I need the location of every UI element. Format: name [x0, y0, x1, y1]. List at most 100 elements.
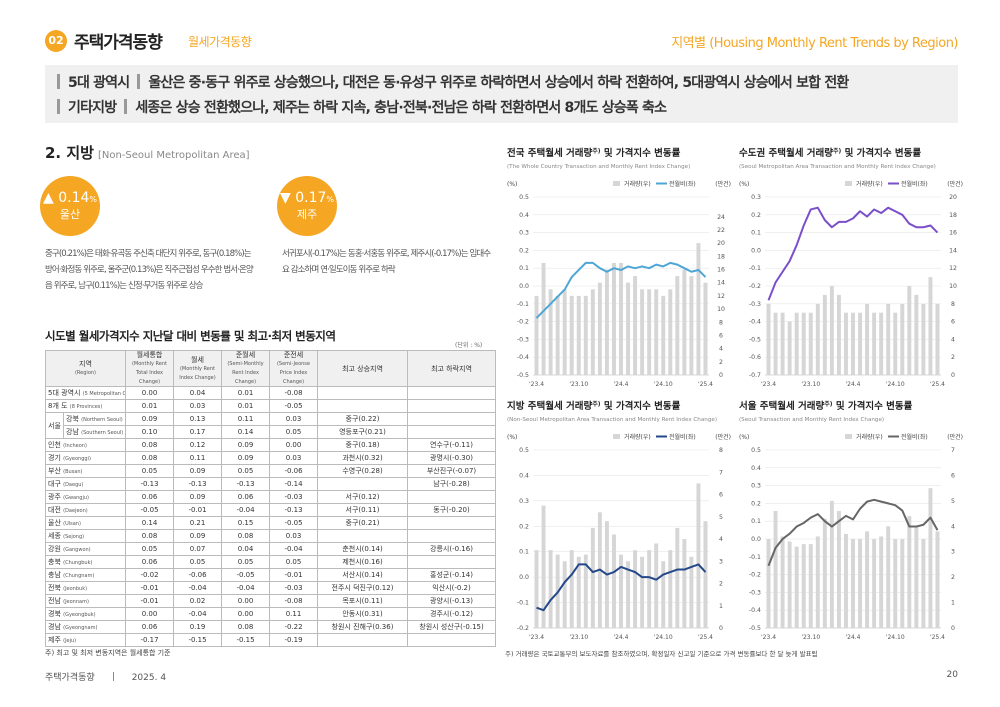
cell: 0.08	[125, 451, 174, 465]
cell: 0.09	[221, 438, 270, 452]
x-tick-label: '23.10	[801, 381, 820, 388]
divider	[112, 672, 114, 681]
bar	[583, 554, 588, 628]
divider	[57, 74, 60, 89]
cell: -0.14	[269, 477, 318, 491]
region-en: (Daegu)	[63, 482, 84, 488]
y-axis-label: (%)	[739, 181, 749, 188]
bar	[668, 289, 673, 375]
cell: 0.03	[269, 451, 318, 465]
cell: 0.00	[269, 438, 318, 452]
y2-tick-label: 8	[951, 301, 955, 308]
cell	[407, 529, 496, 543]
bar	[569, 550, 574, 628]
bar	[689, 276, 694, 375]
bar	[815, 303, 820, 375]
y-tick-label: 0.1	[751, 518, 761, 525]
table-title: 시도별 월세가격지수 지난달 대비 변동률 및 최고·최저 변동지역	[45, 329, 336, 343]
chart-title: 수도권 주택월세 거래량주) 및 가격지수 변동률	[739, 147, 921, 159]
cell: -0.04	[173, 581, 222, 595]
table-row: 부산 (Busan) 0.05 0.09 0.05 -0.06 수영구(0.28) 부산진구…	[45, 464, 496, 478]
y-axis-label: (%)	[739, 434, 749, 441]
bar	[562, 289, 567, 375]
highlight-value: ▼ 0.17%	[277, 190, 337, 206]
cell: -0.05	[221, 568, 270, 582]
bar	[843, 312, 848, 375]
bar	[696, 243, 701, 375]
footer-date: 2025. 4	[131, 673, 167, 683]
cell: 익산시(-0.2)	[407, 581, 496, 595]
bar	[843, 533, 848, 628]
cell: 동구(-0.20)	[407, 503, 496, 517]
bar	[626, 282, 631, 375]
table-row: 강남 (Southern Seoul) 0.10 0.17 0.14 0.05 영등포구(…	[46, 425, 496, 439]
bar	[893, 539, 898, 628]
bar	[548, 289, 553, 375]
region-en: (Gyeonggi)	[63, 456, 91, 462]
bar	[569, 295, 574, 375]
y-tick-label: -0.3	[517, 336, 529, 343]
bar	[836, 511, 841, 628]
cell: 홍성군(-0.14)	[407, 568, 496, 582]
title-note: 주)	[592, 400, 601, 408]
y2-tick-label: 6	[951, 472, 955, 479]
bar	[801, 312, 806, 375]
legend-label: 전월비(좌)	[669, 180, 696, 188]
cell: 0.04	[173, 386, 222, 400]
table-row: 전남 (Jeonnam) -0.01 0.02 0.00 -0.08 목포시(0.11) 광…	[45, 594, 496, 608]
column-header: 최고 상승지역	[317, 350, 408, 387]
bar	[675, 527, 680, 628]
cell: 영등포구(0.21)	[317, 425, 408, 439]
y2-tick-label: 20	[949, 194, 957, 201]
legend-label: 전월비(좌)	[901, 180, 928, 188]
y2-tick-label: 16	[717, 267, 725, 274]
cell: 0.05	[125, 464, 174, 478]
cell: 목포시(0.11)	[317, 594, 408, 608]
region-en: (Sejong)	[63, 534, 85, 540]
y2-tick-label: 2	[719, 359, 723, 366]
bar	[921, 539, 926, 628]
cell: 0.08	[125, 438, 174, 452]
cell: 0.14	[125, 516, 174, 530]
region: 충남	[48, 571, 61, 579]
y-tick-label: 0.3	[751, 483, 761, 490]
y2-tick-label: 2	[951, 574, 955, 581]
cell: -0.04	[269, 542, 318, 556]
region-cell: 세종 (Sejong)	[45, 529, 126, 543]
y2-tick-label: 0	[951, 625, 955, 632]
title-suffix: 및 가격지수 변동률	[601, 147, 681, 159]
bar	[541, 505, 546, 628]
region-cell: 5대 광역시 (5 Metropolitan Cities)	[45, 386, 126, 400]
header-en: (Monthly Rent Index Change)	[179, 365, 216, 381]
cell: -0.04	[221, 581, 270, 595]
bar	[534, 295, 539, 375]
page-subtitle: 월세가격동향	[188, 35, 252, 49]
arrow: ▼	[279, 190, 291, 206]
y2-tick-label: 1	[719, 603, 723, 610]
region: 강원	[48, 545, 61, 553]
page-number: 20	[946, 670, 958, 680]
rent-table: 지역 (Region) 월세통합 (Monthly Rent Total Index …	[45, 350, 496, 647]
region-cell: 광주 (Gwangju)	[45, 490, 126, 504]
x-tick-label: '24.10	[886, 381, 905, 388]
region-en: (8 Provinces)	[69, 404, 103, 410]
cell	[317, 386, 408, 400]
bar	[640, 289, 645, 375]
region: 대전	[48, 506, 61, 514]
cell: 창원시 진해구(0.36)	[317, 620, 408, 634]
region: 강남	[66, 428, 79, 436]
column-header: 월세통합 (Monthly Rent Total Index Change)	[125, 350, 174, 387]
cell: -0.03	[269, 490, 318, 504]
bar	[907, 286, 912, 375]
bar	[576, 556, 581, 628]
bar	[858, 312, 863, 375]
table-row: 광주 (Gwangju) 0.06 0.09 0.06 -0.03 서구(0.12)	[45, 490, 496, 504]
cell: 0.05	[173, 555, 222, 569]
bar	[689, 556, 694, 628]
bar	[654, 543, 659, 628]
value: 0.17	[295, 190, 327, 206]
table-row: 전북 (Jeonbuk) -0.01 -0.04 -0.04 -0.03 전주시 덕진구(…	[45, 581, 496, 595]
cell: -0.04	[221, 503, 270, 517]
y-tick-label: -0.6	[749, 354, 761, 361]
cell: 0.00	[125, 386, 174, 400]
